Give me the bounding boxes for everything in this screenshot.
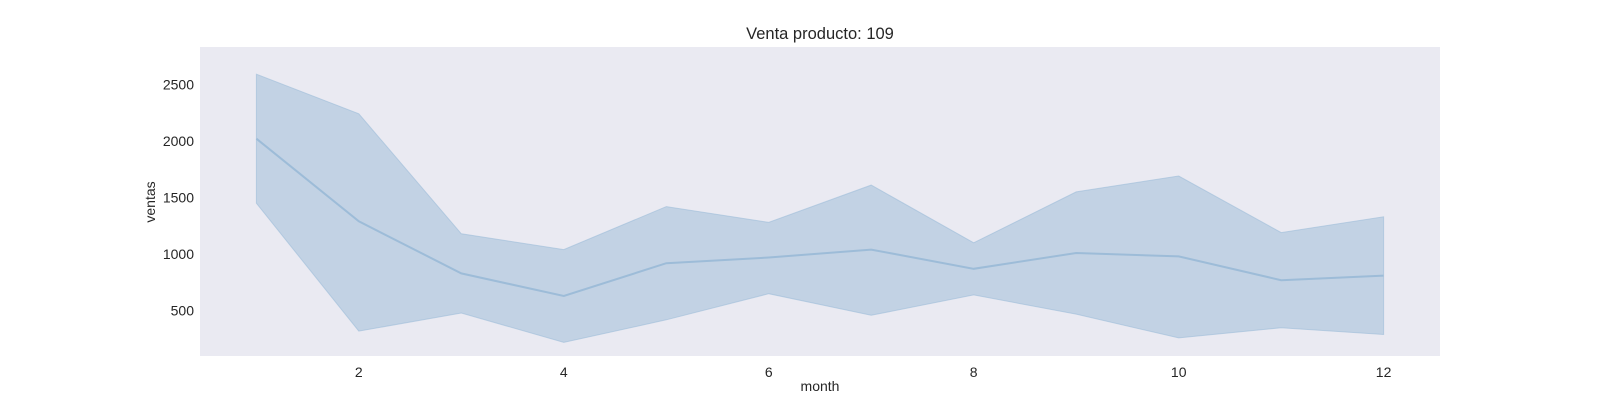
y-tick-label: 1500 [163, 190, 194, 206]
y-tick-label: 2500 [163, 76, 194, 92]
confidence-band [255, 73, 1385, 343]
y-axis-title: ventas [142, 181, 158, 222]
series-line-layer [255, 137, 1384, 298]
y-tick-label: 1000 [163, 246, 194, 262]
chart-title: Venta producto: 109 [746, 25, 894, 43]
y-tick-label: 500 [171, 303, 195, 319]
series-line [255, 137, 1384, 298]
y-tick-labels: 500 1000 1500 2000 2500 [163, 76, 194, 318]
y-tick-label: 2000 [163, 133, 194, 149]
x-tick-label: 6 [765, 364, 773, 380]
x-tick-labels: 2 4 6 8 10 12 [355, 364, 1392, 380]
x-tick-label: 10 [1171, 364, 1187, 380]
x-tick-label: 8 [970, 364, 978, 380]
x-axis-title: month [801, 378, 840, 394]
x-tick-label: 12 [1376, 364, 1392, 380]
x-tick-label: 4 [560, 364, 568, 380]
confidence-band-layer [255, 73, 1385, 343]
x-tick-label: 2 [355, 364, 363, 380]
